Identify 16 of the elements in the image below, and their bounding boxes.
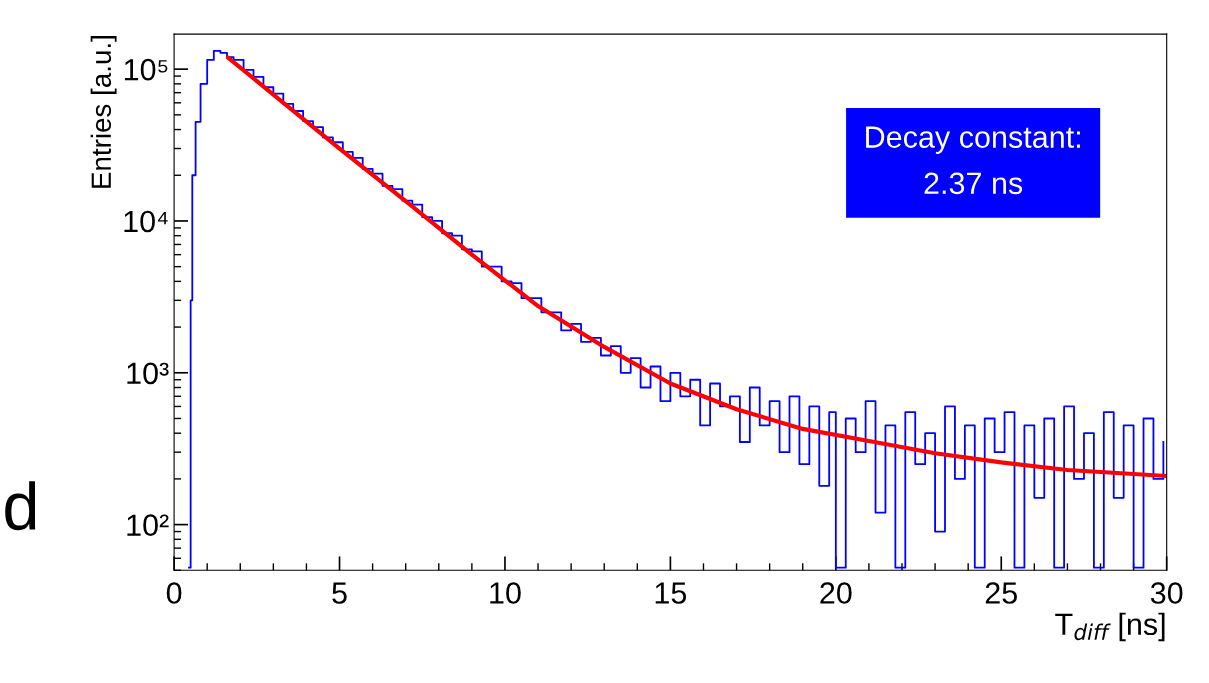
y-tick-label: 10⁵ — [124, 58, 168, 81]
y-axis-title: Entries [a.u.] — [90, 36, 117, 188]
line-series — [225, 55, 1167, 479]
y-tick-label: 10⁴ — [124, 210, 168, 233]
x-tick-label: 0 — [166, 582, 182, 604]
x-tick-label: 25 — [985, 582, 1017, 604]
x-tick-label: 30 — [1150, 582, 1183, 604]
x-tick-label: 15 — [655, 582, 687, 604]
x-axis-title: T$_{diff}$ [ns] — [1055, 612, 1165, 642]
x-tick-label: 10 — [490, 582, 521, 604]
y-tick-label: 10² — [127, 514, 169, 536]
x-tick-label: 20 — [820, 582, 852, 604]
text: d — [5, 481, 36, 531]
annotation: Decay constant: 2.37 ns — [866, 126, 1080, 195]
y-tick-label: 10³ — [127, 362, 169, 385]
x-tick-label: 5 — [332, 582, 347, 604]
